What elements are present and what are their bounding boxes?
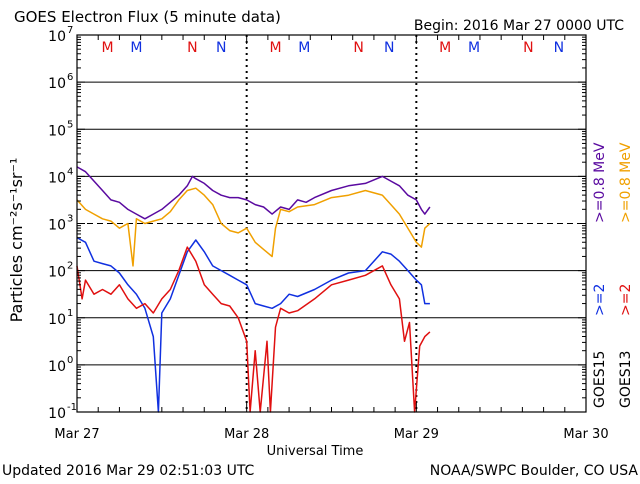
satellite-marker: N [216, 40, 226, 56]
y-tick-label: 10 [48, 218, 66, 234]
satellite-marker: M [269, 40, 281, 56]
y-tick-label: 10 [48, 312, 66, 328]
satellite-marker: N [554, 40, 564, 56]
y-tick-label: 10 [48, 29, 66, 45]
y-tick-exponent: 2 [67, 261, 73, 272]
series-line [76, 187, 431, 267]
x-tick-label: Mar 30 [563, 427, 608, 442]
legend-goes13-label: GOES13 [618, 351, 634, 408]
satellite-marker: M [130, 40, 142, 56]
x-tick-label: Mar 29 [394, 427, 439, 442]
satellite-marker: M [101, 40, 113, 56]
satellite-marker: N [187, 40, 197, 56]
series-line [76, 246, 431, 413]
y-tick-exponent: -1 [67, 402, 77, 413]
y-tick-label: 10 [48, 76, 66, 92]
satellite-marker: N [384, 40, 394, 56]
satellite-marker: N [353, 40, 363, 56]
series-line [76, 166, 431, 220]
x-axis-label: Universal Time [267, 444, 364, 459]
y-tick-exponent: 7 [67, 25, 73, 36]
y-tick-label: 10 [48, 170, 66, 186]
legend-goes13-low: >=0.8 MeV [618, 142, 634, 223]
y-tick-exponent: 5 [67, 119, 73, 130]
y-tick-label: 10 [48, 123, 66, 139]
satellite-marker: M [468, 40, 480, 56]
y-tick-label: 10 [48, 406, 66, 422]
x-tick-label: Mar 27 [54, 427, 99, 442]
satellite-marker: N [523, 40, 533, 56]
updated-timestamp: Updated 2016 Mar 29 02:51:03 UTC [2, 463, 255, 479]
y-tick-exponent: 1 [67, 308, 73, 319]
legend-goes13: GOES13 >=2 >=0.8 MeV [618, 142, 634, 408]
series-layer [76, 166, 431, 413]
chart-title: GOES Electron Flux (5 minute data) [14, 8, 281, 26]
y-tick-exponent: 6 [67, 72, 73, 83]
legend-goes13-high: >=2 [618, 284, 634, 316]
y-tick-label: 10 [48, 265, 66, 281]
y-tick-label: 10 [48, 359, 66, 375]
x-tick-label: Mar 28 [224, 427, 269, 442]
y-tick-exponent: 0 [67, 355, 73, 366]
begin-time: Begin: 2016 Mar 27 0000 UTC [414, 18, 624, 34]
satellite-marker: M [439, 40, 451, 56]
y-tick-exponent: 3 [67, 214, 73, 225]
legend-goes15-label: GOES15 [592, 351, 608, 408]
series-line [76, 236, 430, 413]
y-tick-exponent: 4 [67, 166, 73, 177]
legend-goes15: GOES15 >=2 >=0.8 MeV [592, 142, 608, 408]
plot-grid [77, 35, 586, 412]
y-axis-label: Particles cm⁻²s⁻¹sr⁻¹ [7, 158, 26, 323]
legend-goes15-low: >=0.8 MeV [592, 142, 608, 223]
legend-goes15-high: >=2 [592, 284, 608, 316]
source-credit: NOAA/SWPC Boulder, CO USA [430, 463, 639, 479]
satellite-marker: M [298, 40, 310, 56]
